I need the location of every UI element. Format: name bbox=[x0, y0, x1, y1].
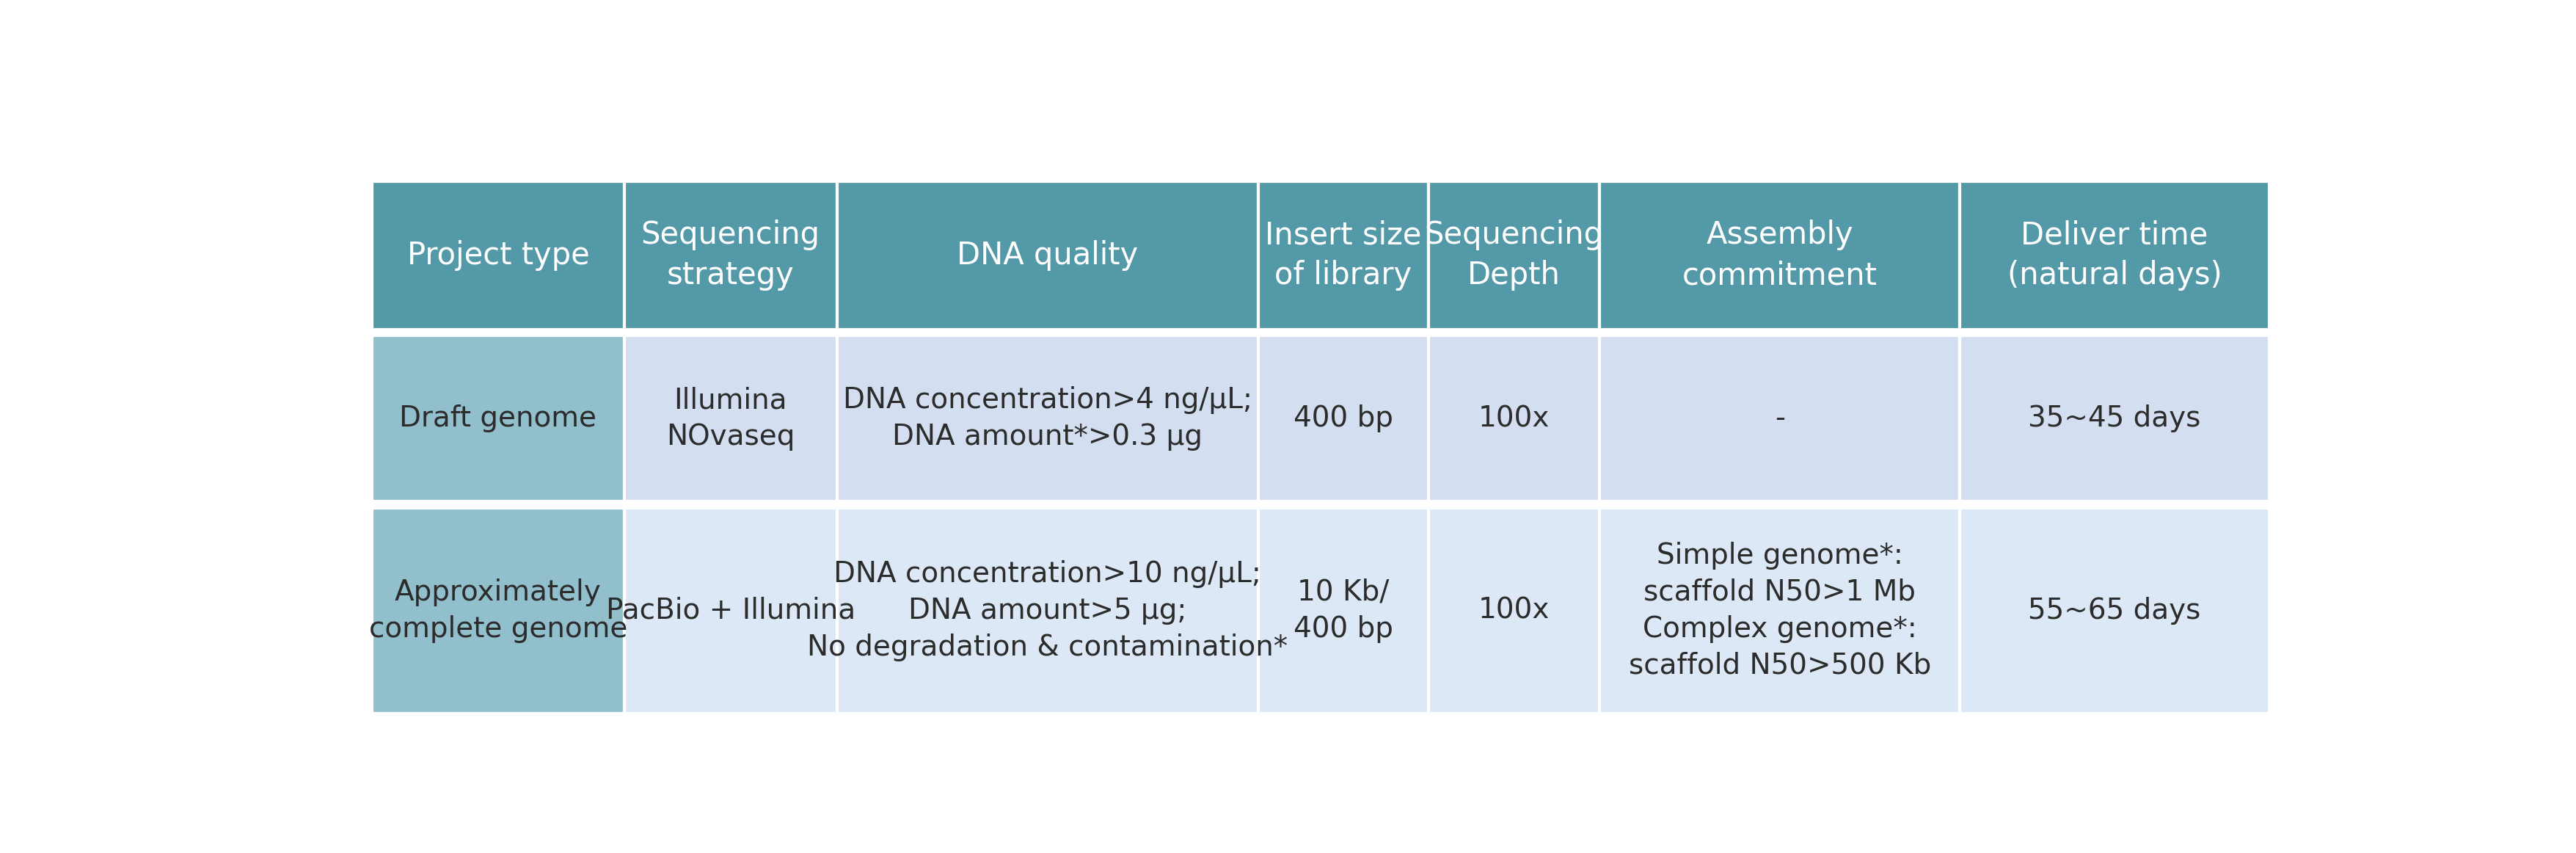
Text: 10 Kb/
400 bp: 10 Kb/ 400 bp bbox=[1293, 578, 1394, 643]
Text: DNA quality: DNA quality bbox=[956, 240, 1139, 270]
FancyBboxPatch shape bbox=[1257, 508, 1427, 713]
Text: Insert size
of library: Insert size of library bbox=[1265, 219, 1422, 291]
Text: DNA concentration>10 ng/μL;
DNA amount>5 μg;
No degradation & contamination*: DNA concentration>10 ng/μL; DNA amount>5… bbox=[806, 560, 1288, 661]
FancyBboxPatch shape bbox=[371, 508, 623, 713]
FancyBboxPatch shape bbox=[1600, 335, 1960, 502]
Text: Draft genome: Draft genome bbox=[399, 404, 598, 432]
FancyBboxPatch shape bbox=[1600, 508, 1960, 713]
FancyBboxPatch shape bbox=[1427, 508, 1600, 713]
Text: -: - bbox=[1775, 404, 1785, 432]
Text: Sequencing
strategy: Sequencing strategy bbox=[641, 219, 819, 291]
FancyBboxPatch shape bbox=[1960, 181, 2269, 329]
FancyBboxPatch shape bbox=[1600, 181, 1960, 329]
Text: 100x: 100x bbox=[1479, 404, 1548, 432]
FancyBboxPatch shape bbox=[1960, 508, 2269, 713]
FancyBboxPatch shape bbox=[371, 181, 623, 329]
FancyBboxPatch shape bbox=[1960, 335, 2269, 502]
Text: Project type: Project type bbox=[407, 240, 590, 270]
Text: PacBio + Illumina: PacBio + Illumina bbox=[605, 596, 855, 624]
Text: Illumina
NOvaseq: Illumina NOvaseq bbox=[667, 386, 793, 451]
Text: Deliver time
(natural days): Deliver time (natural days) bbox=[2007, 219, 2221, 291]
FancyBboxPatch shape bbox=[837, 181, 1257, 329]
Text: 35~45 days: 35~45 days bbox=[2027, 404, 2200, 432]
Text: Approximately
complete genome: Approximately complete genome bbox=[368, 578, 629, 643]
FancyBboxPatch shape bbox=[623, 181, 837, 329]
Text: 100x: 100x bbox=[1479, 596, 1548, 624]
FancyBboxPatch shape bbox=[1257, 181, 1427, 329]
Text: 55~65 days: 55~65 days bbox=[2027, 596, 2200, 624]
FancyBboxPatch shape bbox=[1257, 335, 1427, 502]
FancyBboxPatch shape bbox=[1427, 335, 1600, 502]
FancyBboxPatch shape bbox=[837, 335, 1257, 502]
Text: Sequencing
Depth: Sequencing Depth bbox=[1425, 219, 1602, 291]
FancyBboxPatch shape bbox=[837, 508, 1257, 713]
FancyBboxPatch shape bbox=[623, 508, 837, 713]
FancyBboxPatch shape bbox=[623, 335, 837, 502]
FancyBboxPatch shape bbox=[371, 335, 623, 502]
Text: Assembly
commitment: Assembly commitment bbox=[1682, 219, 1878, 291]
Text: 400 bp: 400 bp bbox=[1293, 404, 1394, 432]
Text: Simple genome*:
scaffold N50>1 Mb
Complex genome*:
scaffold N50>500 Kb: Simple genome*: scaffold N50>1 Mb Comple… bbox=[1628, 542, 1929, 680]
FancyBboxPatch shape bbox=[1427, 181, 1600, 329]
Text: DNA concentration>4 ng/μL;
DNA amount*>0.3 μg: DNA concentration>4 ng/μL; DNA amount*>0… bbox=[842, 386, 1252, 451]
